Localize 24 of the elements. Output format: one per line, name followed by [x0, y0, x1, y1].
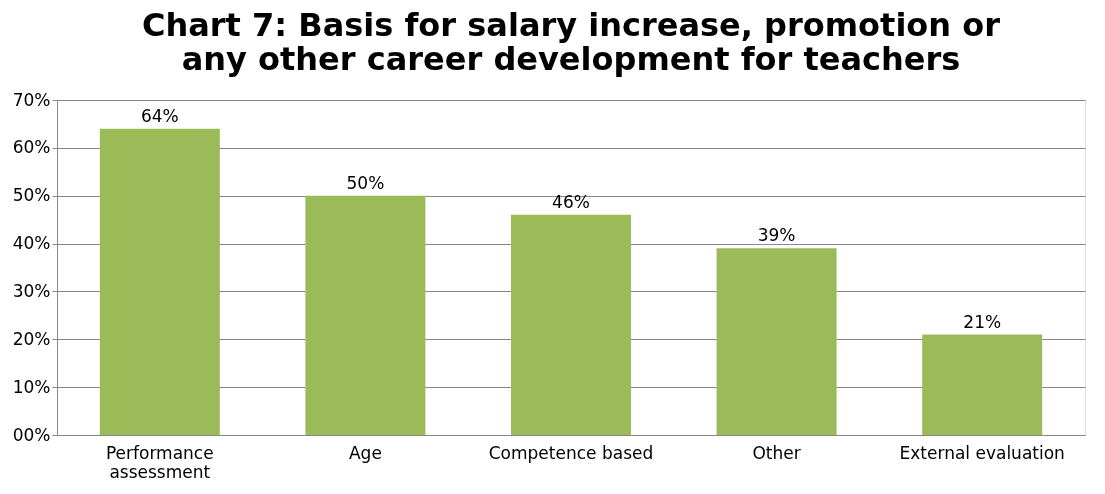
y-tick-label: 60% [12, 137, 51, 158]
data-label: 46% [552, 191, 590, 212]
chart-title: Chart 7: Basis for salary increase, promotion or any other career development for teachers [141, 6, 1001, 78]
bar [922, 334, 1043, 435]
y-tick-label: 10% [12, 376, 51, 397]
x-tick-label: Other [752, 442, 801, 463]
x-tick-label: Performance assessment [105, 442, 214, 482]
y-tick-label: 40% [12, 233, 51, 254]
x-tick-label: Competence based [488, 442, 654, 463]
y-tick-label: 70% [12, 89, 51, 110]
y-tick-label: 00% [12, 424, 51, 445]
data-label: 39% [757, 225, 796, 246]
bar [305, 195, 426, 435]
data-label: 50% [346, 172, 385, 193]
bar [99, 128, 220, 435]
bar [716, 248, 837, 435]
y-tick-label: 20% [12, 328, 51, 349]
y-tick-label: 50% [12, 185, 51, 206]
data-label: 64% [140, 105, 179, 126]
data-label: 21% [963, 311, 1002, 332]
x-tick-label: Age [348, 442, 382, 463]
bar [511, 214, 631, 435]
y-tick-label: 30% [12, 280, 51, 301]
x-tick-label: External evaluation [899, 442, 1065, 463]
